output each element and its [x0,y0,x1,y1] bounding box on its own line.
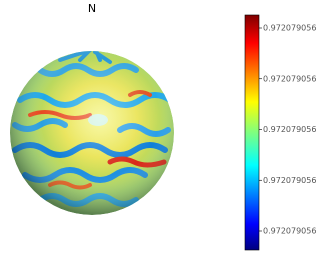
colorbar-label: 0.972079056 [263,227,316,236]
sphere [10,51,174,215]
colorbar-label: 0.972079056 [263,125,316,134]
colorbar [244,14,260,251]
title: N [88,2,96,15]
colorbar-label: 0.972079056 [263,24,316,33]
colorbar-label: 0.972079056 [263,176,316,185]
colorbar-label: 0.972079056 [263,74,316,83]
colorbar-labels: 0.972079056 0.972079056 0.972079056 0.97207… [259,24,316,236]
